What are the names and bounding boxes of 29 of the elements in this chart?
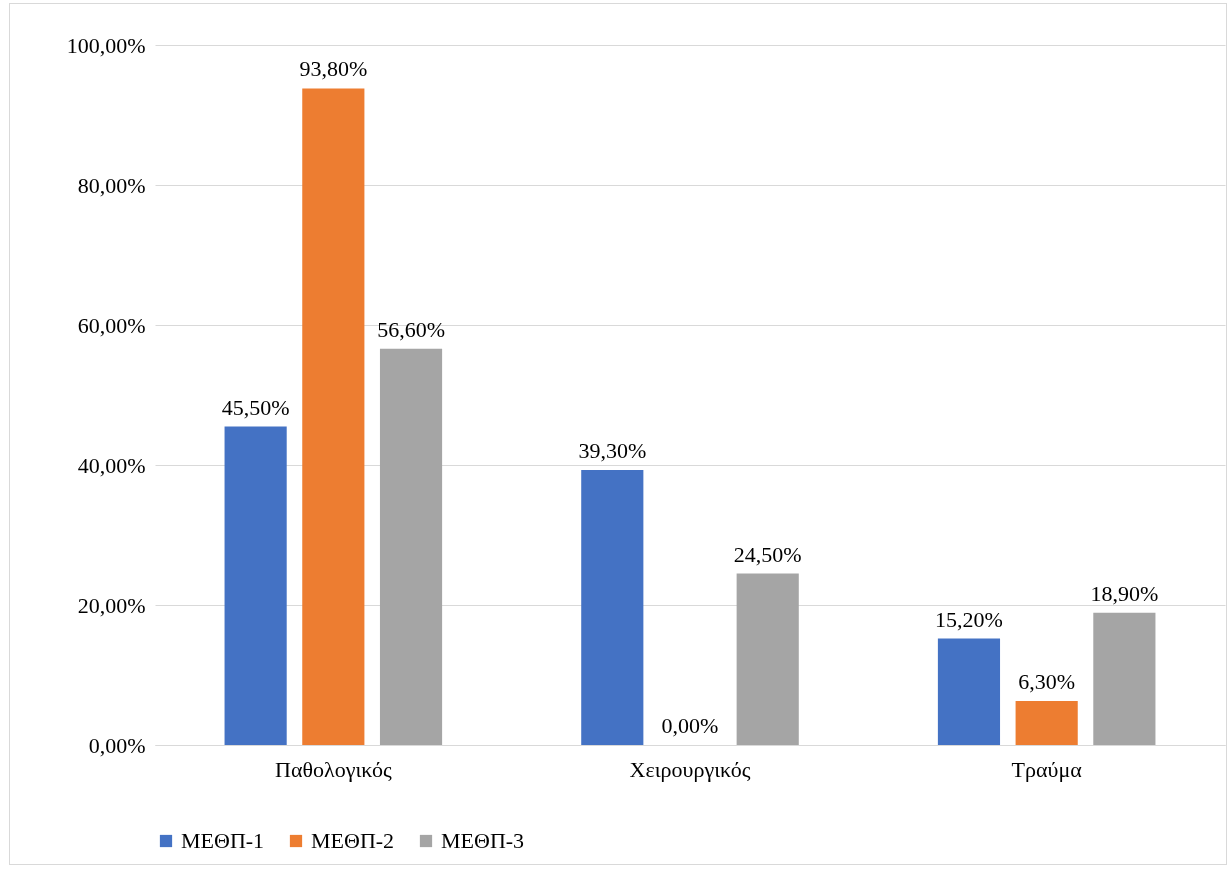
- y-tick-label: 0,00%: [88, 732, 146, 758]
- x-tick-label: Παθολογικός: [275, 756, 392, 782]
- data-label: 45,50%: [221, 394, 290, 420]
- bar: [736, 573, 799, 745]
- data-label: 24,50%: [733, 541, 802, 567]
- bar: [224, 426, 287, 745]
- y-tick-label: 60,00%: [77, 312, 146, 338]
- y-tick-label: 80,00%: [77, 172, 146, 198]
- x-tick-label: Χειρουργικός: [629, 756, 751, 782]
- bar: [302, 88, 365, 745]
- data-label: 56,60%: [377, 316, 445, 342]
- legend-label: ΜΕΘΠ-1: [181, 828, 265, 853]
- bar: [581, 469, 644, 745]
- bar: [1015, 700, 1078, 745]
- data-label: 39,30%: [578, 437, 647, 463]
- data-label: 6,30%: [1018, 668, 1076, 694]
- bar: [937, 638, 1001, 745]
- y-tick-label: 100,00%: [66, 32, 146, 58]
- y-tick-label: 40,00%: [77, 452, 146, 478]
- data-label: 18,90%: [1090, 580, 1159, 606]
- bar: [1093, 612, 1156, 745]
- legend-label: ΜΕΘΠ-3: [441, 828, 525, 853]
- legend-label: ΜΕΘΠ-2: [311, 828, 395, 853]
- data-label: 93,80%: [299, 56, 368, 82]
- x-tick-label: Τραύμα: [1011, 756, 1083, 782]
- y-tick-label: 20,00%: [77, 592, 146, 618]
- data-label: 0,00%: [661, 713, 719, 738]
- bar: [379, 348, 443, 745]
- data-label: 15,20%: [935, 606, 1003, 632]
